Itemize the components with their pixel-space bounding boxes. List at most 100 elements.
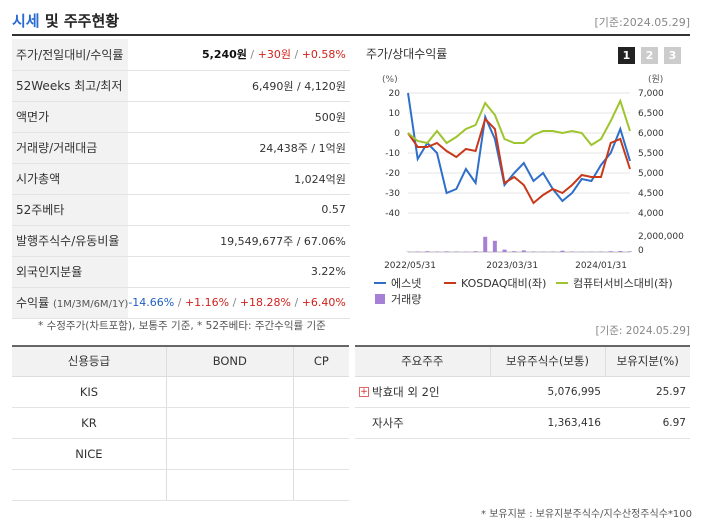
x-tick-label: 2024/01/31 — [575, 261, 627, 271]
credit-row: NICE — [12, 438, 349, 470]
shares-row: 발행주식수/유동비율 19,549,677주 / 67.06% — [12, 225, 350, 257]
left-tick-label: -30 — [385, 189, 400, 199]
section-title: 시세 및 주주현황 — [12, 10, 119, 31]
par-value: 500원 — [128, 101, 350, 133]
holder-name[interactable]: + 박효대 외 2인 — [355, 376, 490, 408]
foreign-value: 3.22% — [128, 256, 350, 288]
title-accent: 시세 — [12, 12, 40, 30]
beta-value: 0.57 — [128, 194, 350, 226]
volume-label: 거래량/거래대금 — [12, 132, 129, 164]
legend-label: KOSDAQ대비(좌) — [461, 277, 546, 290]
holder-shares: 5,076,995 — [490, 376, 605, 408]
returns-label-text: 수익률 — [16, 296, 50, 310]
price-row: 주가/전일대비/수익률 5,240원 / +30원 / +0.58% — [12, 39, 350, 71]
returns-row: 수익률 (1M/3M/6M/1Y) -14.66% / +1.16% / +18… — [12, 287, 350, 319]
par-row: 액면가 500원 — [12, 101, 350, 133]
legend-label: 에스넷 — [391, 277, 421, 290]
holder-name: 자사주 — [355, 407, 490, 439]
chart-tab-3[interactable]: 3 — [664, 47, 681, 64]
series-line-3 — [407, 98, 631, 147]
legend-label: 거래량 — [391, 293, 421, 306]
return-3m: +1.16% — [184, 296, 230, 309]
credit-cp — [293, 407, 349, 439]
week52-row: 52Weeks 최고/최저 6,490원 / 4,120원 — [12, 70, 350, 102]
price-label: 주가/전일대비/수익률 — [12, 39, 129, 71]
credit-bond — [166, 376, 294, 408]
chart-tab-2[interactable]: 2 — [641, 47, 658, 64]
volume-bar — [628, 251, 632, 252]
quote-footnote: * 수정주가(차트포함), 보통주 기준, * 52주베타: 주간수익률 기준 — [38, 320, 326, 332]
holder-name-text: 박효대 외 2인 — [372, 384, 440, 399]
holders-header-pct: 보유지분(%) — [605, 345, 690, 377]
volume-bar — [560, 250, 565, 252]
current-price: 5,240원 — [201, 48, 247, 62]
return-6m: +18.28% — [239, 296, 291, 309]
price-return-chart: (%) (원) 20 7,000 10 6,500 0 6,000 -10 5,500 -20 5,0… — [374, 74, 684, 306]
credit-bond — [166, 469, 294, 501]
base-date: [기준:2024.05.29] — [594, 16, 690, 29]
legend-swatch — [375, 294, 385, 304]
credit-agency: KIS — [12, 376, 167, 408]
holder-pct: 6.97 — [605, 407, 690, 439]
returns-value: -14.66% / +1.16% / +18.28% / +6.40% — [128, 287, 350, 319]
right-tick-label: 5,500 — [638, 149, 664, 159]
volume-value: 24,438주 / 1억원 — [128, 132, 350, 164]
expand-plus-icon[interactable]: + — [359, 387, 369, 397]
price-value: 5,240원 / +30원 / +0.58% — [128, 39, 350, 71]
credit-header-cp: CP — [293, 345, 349, 377]
credit-agency: KR — [12, 407, 167, 439]
credit-cp — [293, 469, 349, 501]
volume-bar — [483, 236, 488, 252]
beta-row: 52주베타 0.57 — [12, 194, 350, 226]
volume-bar — [425, 251, 430, 252]
left-tick-label: 10 — [389, 109, 401, 119]
mcap-value: 1,024억원 — [128, 163, 350, 195]
week52-value: 6,490원 / 4,120원 — [128, 70, 350, 102]
major-shareholders-table: 주요주주 보유주식수(보통) 보유지분(%) + 박효대 외 2인 5,076,9… — [355, 345, 690, 439]
return-1m: -14.66% — [128, 296, 175, 309]
credit-agency: NICE — [12, 438, 167, 470]
chart-title: 주가/상대수익률 — [366, 47, 448, 61]
right-tick-label: 4,000 — [638, 209, 664, 219]
series-line-2 — [407, 117, 631, 205]
left-tick-label: 20 — [389, 89, 401, 99]
mcap-row: 시가총액 1,024억원 — [12, 163, 350, 195]
right-tick-label: 6,000 — [638, 129, 664, 139]
right-tick-label: 4,500 — [638, 189, 664, 199]
chart-tab-1[interactable]: 1 — [618, 47, 635, 64]
left-tick-label: -40 — [385, 209, 400, 219]
x-tick-label: 2023/03/31 — [486, 261, 538, 271]
credit-cp — [293, 438, 349, 470]
holders-header-name: 주요주주 — [355, 345, 491, 377]
holder-shares: 1,363,416 — [490, 407, 605, 439]
volume-bar — [444, 251, 449, 252]
shares-label: 발행주식수/유동비율 — [12, 225, 129, 257]
returns-label: 수익률 (1M/3M/6M/1Y) — [12, 287, 129, 319]
par-label: 액면가 — [12, 101, 129, 133]
volume-tick-label: 2,000,000 — [638, 232, 684, 242]
title-rest: 및 주주현황 — [39, 12, 120, 30]
shares-value: 19,549,677주 / 67.06% — [128, 225, 350, 257]
holders-base-date: [기준: 2024.05.29] — [595, 325, 690, 337]
holder-row: + 박효대 외 2인 5,076,995 25.97 — [355, 376, 690, 408]
return-1y: +6.40% — [301, 296, 346, 309]
quote-table: 주가/전일대비/수익률 5,240원 / +30원 / +0.58% 52Wee… — [12, 39, 350, 319]
left-tick-label: -20 — [385, 169, 400, 179]
right-axis-unit: (원) — [648, 74, 663, 85]
volume-bar — [512, 251, 517, 252]
volume-row: 거래량/거래대금 24,438주 / 1억원 — [12, 132, 350, 164]
week52-label: 52Weeks 최고/최저 — [12, 70, 129, 102]
volume-bar — [473, 251, 478, 252]
price-change-rate: +0.58% — [301, 48, 346, 62]
left-tick-label: 0 — [394, 129, 400, 139]
beta-label: 52주베타 — [12, 194, 129, 226]
section-header: 시세 및 주주현황 [기준:2024.05.29] — [12, 8, 690, 36]
right-tick-label: 5,000 — [638, 169, 664, 179]
credit-bond — [166, 438, 294, 470]
legend-label: 컴퓨터서비스대비(좌) — [573, 277, 673, 290]
credit-agency — [12, 469, 167, 501]
credit-row: KR — [12, 407, 349, 439]
credit-rating-table: 신용등급 BOND CP KIS KR NICE — [12, 345, 349, 501]
left-axis-unit: (%) — [382, 75, 398, 85]
